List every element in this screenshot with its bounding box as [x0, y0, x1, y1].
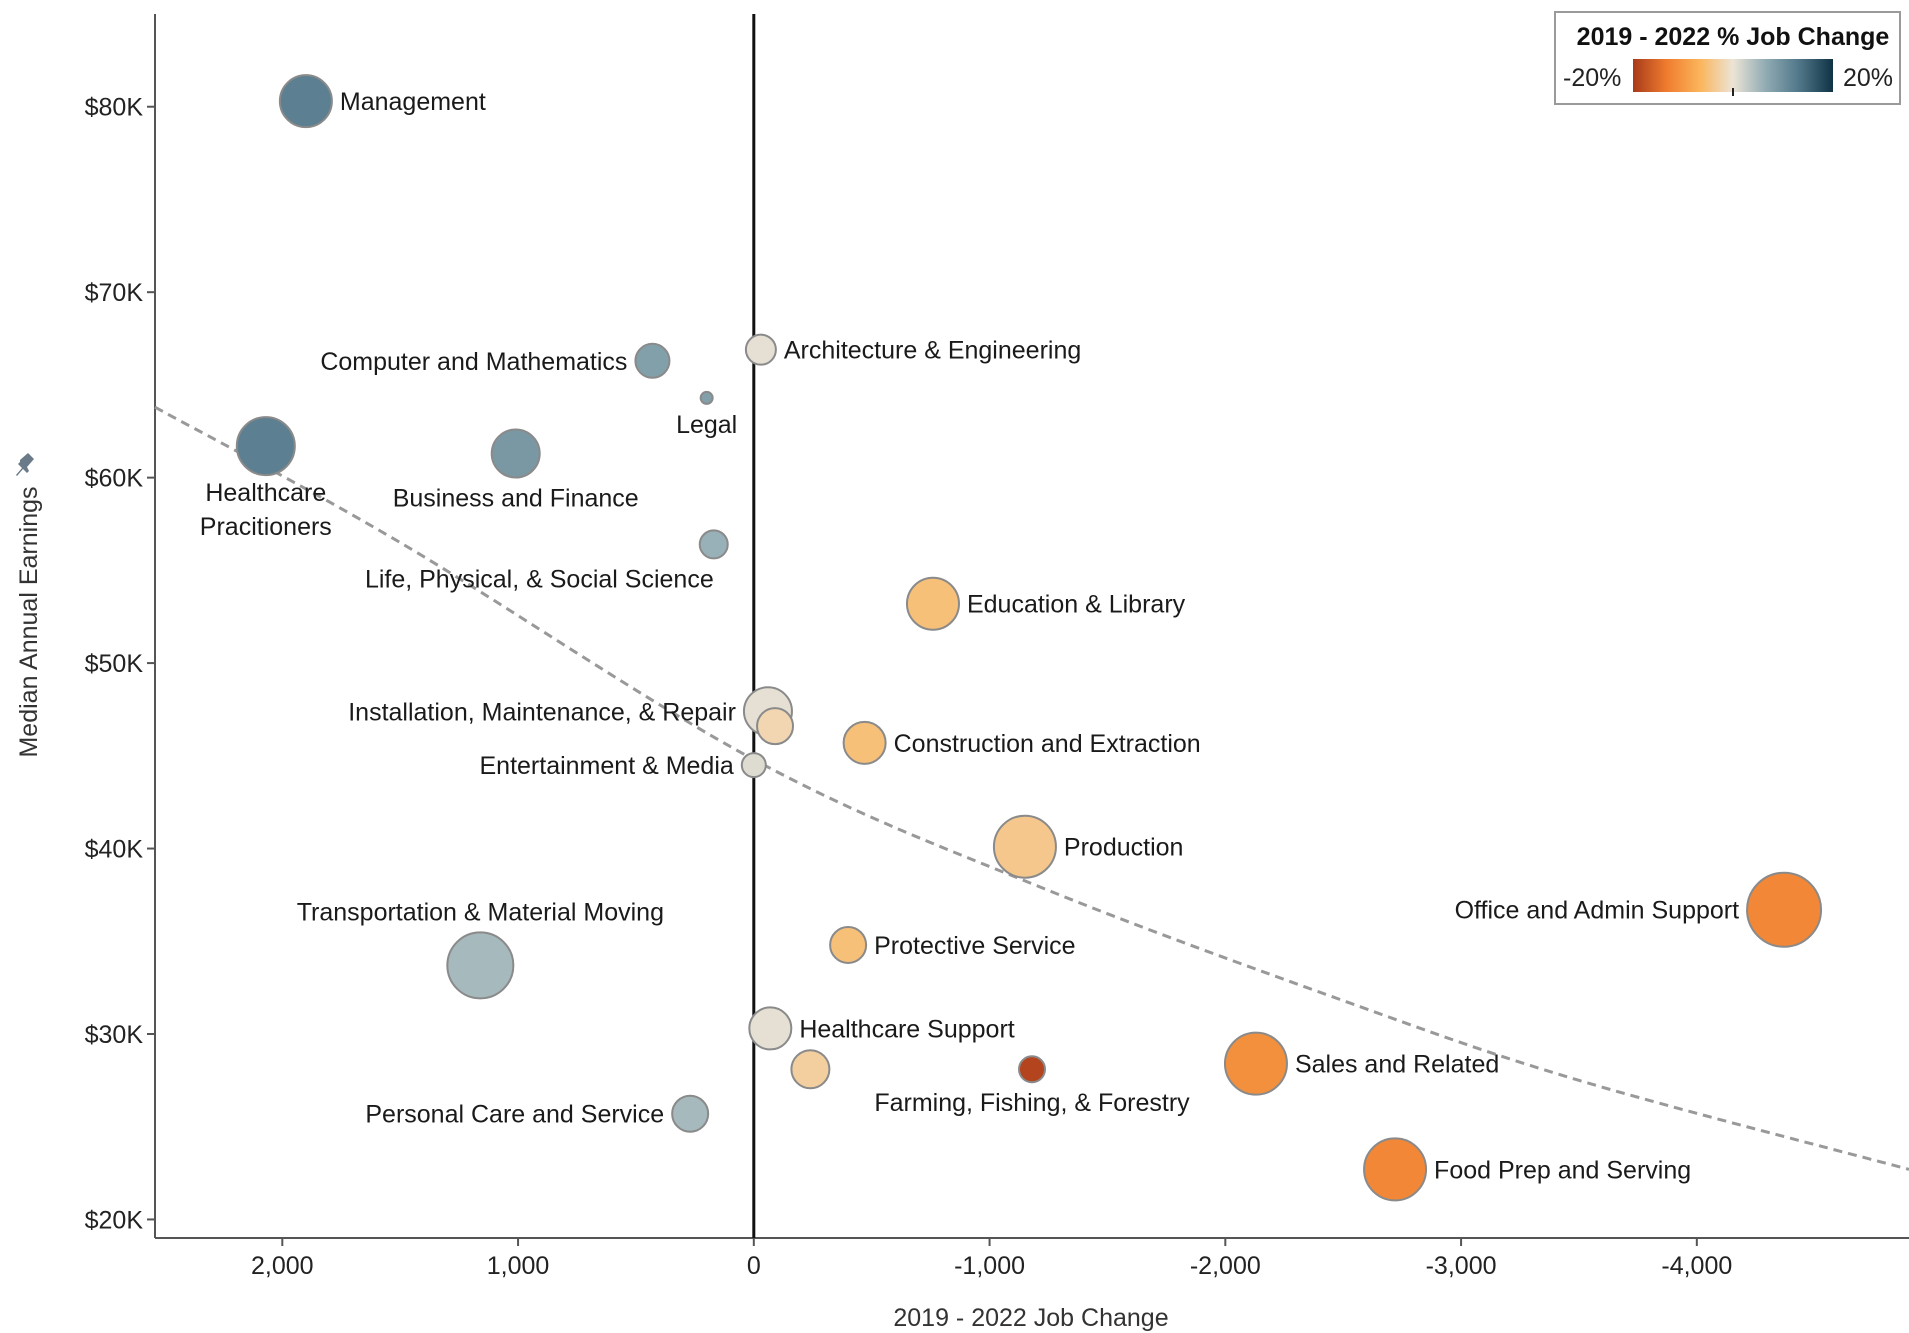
legend-gradient-bar — [1633, 59, 1833, 92]
point-label: Education & Library — [967, 591, 1186, 619]
data-point — [992, 814, 1057, 879]
point-label: Protective Service — [874, 932, 1075, 960]
legend-max-label: 20% — [1843, 64, 1893, 92]
y-tick-label: $50K — [85, 650, 144, 678]
x-tick-label: -4,000 — [1661, 1252, 1732, 1280]
x-tick-label: 1,000 — [487, 1252, 550, 1280]
point-labels: Management Computer and Mathematics Archit… — [200, 88, 1739, 1184]
point-label: Architecture & Engineering — [784, 337, 1081, 365]
point-label: Healthcare Support — [799, 1015, 1014, 1043]
y-tick-label: $60K — [85, 465, 144, 493]
data-point — [1223, 1031, 1288, 1096]
data-point — [756, 707, 795, 746]
data-point — [278, 74, 333, 129]
point-label: Sales and Related — [1295, 1051, 1499, 1079]
y-axis-title: Median Annual Earnings — [15, 486, 43, 757]
point-label: Business and Finance — [393, 485, 639, 513]
point-label: Computer and Mathematics — [320, 348, 627, 376]
color-legend: 2019 - 2022 % Job Change -20% 20% — [1554, 11, 1901, 105]
y-tick-label: $30K — [85, 1021, 144, 1049]
data-point — [790, 1049, 831, 1090]
point-label: Production — [1064, 834, 1184, 862]
data-point — [446, 931, 515, 1000]
point-label: Life, Physical, & Social Science — [365, 565, 714, 593]
axes: $20K $30K $40K $50K $60K $70K $80K 2,000 1,000 0 -… — [85, 14, 1909, 1280]
point-label: Legal — [676, 411, 737, 439]
data-point — [699, 390, 714, 405]
data-point — [235, 416, 296, 477]
x-tick-label: 2,000 — [251, 1252, 314, 1280]
x-axis-title: 2019 - 2022 Job Change — [893, 1304, 1168, 1332]
data-point — [842, 720, 887, 765]
point-label: Farming, Fishing, & Forestry — [874, 1089, 1190, 1117]
y-tick-label: $70K — [85, 279, 144, 307]
point-label: Transportation & Material Moving — [297, 898, 664, 926]
data-point — [634, 342, 671, 379]
y-tick-label: $40K — [85, 836, 144, 864]
y-tick-label: $20K — [85, 1206, 144, 1234]
data-point — [1018, 1055, 1046, 1084]
y-tick-label: $80K — [85, 94, 144, 122]
x-tick-label: -1,000 — [954, 1252, 1025, 1280]
data-point — [671, 1094, 710, 1133]
legend-gradient — [1633, 59, 1833, 96]
point-label: Office and Admin Support — [1455, 897, 1739, 925]
point-label: Food Prep and Serving — [1434, 1156, 1691, 1184]
trendline-layer — [154, 405, 1909, 1171]
point-label: Personal Care and Service — [365, 1101, 664, 1129]
x-tick-label: 0 — [747, 1252, 761, 1280]
data-point — [1363, 1137, 1428, 1202]
bubbles — [235, 74, 1823, 1202]
trendline — [154, 405, 1909, 1171]
point-label: Installation, Maintenance, & Repair — [348, 698, 736, 726]
data-point — [740, 752, 767, 779]
point-label: Management — [340, 88, 486, 116]
point-label: Entertainment & Media — [480, 752, 734, 780]
x-tick-label: -2,000 — [1190, 1252, 1261, 1280]
point-label: Healthcare Pracitioners — [200, 479, 332, 541]
data-point — [905, 576, 960, 631]
data-point — [490, 428, 541, 479]
legend-title: 2019 - 2022 % Job Change — [1577, 23, 1890, 51]
x-tick-label: -3,000 — [1426, 1252, 1497, 1280]
legend-min-label: -20% — [1563, 64, 1621, 92]
data-point — [744, 333, 777, 366]
pin-icon[interactable] — [16, 453, 34, 476]
data-point — [1746, 871, 1823, 948]
point-label: Construction and Extraction — [894, 730, 1201, 758]
data-point — [748, 1006, 793, 1051]
data-point — [829, 925, 868, 964]
data-point — [698, 529, 729, 560]
